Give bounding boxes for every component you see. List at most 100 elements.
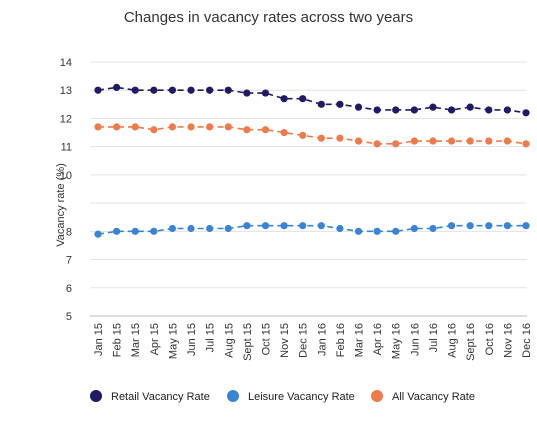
- y-tick-label: 14: [60, 57, 72, 69]
- x-tick-label: May 15: [167, 323, 179, 359]
- data-point: [317, 100, 325, 108]
- data-point: [317, 222, 325, 230]
- data-point: [299, 222, 307, 230]
- x-tick-label: Jun 15: [186, 323, 198, 356]
- chart-title: Changes in vacancy rates across two year…: [123, 9, 414, 26]
- data-point: [317, 134, 325, 142]
- y-tick-label: 7: [66, 255, 72, 267]
- data-point: [113, 123, 121, 131]
- legend-label: All Vacancy Rate: [392, 391, 475, 403]
- legend-item: All Vacancy Rate: [371, 390, 475, 403]
- data-point: [168, 86, 177, 94]
- data-point: [447, 137, 456, 145]
- data-point: [373, 106, 381, 114]
- data-point: [410, 224, 418, 233]
- series-layer: [94, 83, 530, 238]
- x-tick-label: Nov 15: [279, 323, 291, 358]
- data-point: [94, 86, 102, 94]
- x-tick-label: Jan 15: [93, 323, 105, 356]
- data-point: [299, 131, 307, 139]
- y-tick-label: 13: [60, 85, 72, 97]
- y-tick-label: 8: [66, 226, 72, 238]
- data-point: [150, 126, 158, 134]
- legend-marker: [227, 390, 239, 402]
- x-tick-label: Jan 16: [316, 323, 328, 356]
- x-tick-label: Feb 15: [112, 323, 124, 357]
- x-tick-label: Oct 15: [260, 323, 272, 355]
- data-point: [466, 137, 474, 145]
- data-point: [168, 123, 177, 131]
- data-point: [522, 140, 530, 148]
- y-tick-label: 5: [66, 311, 72, 323]
- y-axis-title: Vacancy rate (%): [55, 163, 67, 247]
- data-point: [113, 227, 121, 235]
- data-point: [168, 224, 177, 233]
- data-point: [503, 137, 511, 145]
- data-point: [243, 222, 251, 230]
- data-point: [150, 86, 158, 94]
- x-tick-label: Feb 16: [335, 323, 347, 357]
- x-axis-ticks: Jan 15 Feb 15 Mar 15 Apr 15 May 15 Jun 15 Jul …: [93, 323, 533, 361]
- data-point: [354, 137, 363, 145]
- y-tick-label: 6: [66, 283, 72, 295]
- data-point: [354, 227, 363, 235]
- data-point: [410, 106, 418, 114]
- data-point: [336, 134, 344, 142]
- data-point: [187, 224, 195, 233]
- legend-label: Retail Vacancy Rate: [111, 391, 210, 403]
- y-tick-label: 11: [61, 142, 72, 154]
- data-point: [206, 123, 214, 131]
- x-tick-label: Aug 15: [223, 323, 235, 358]
- data-point: [503, 222, 511, 230]
- data-point: [280, 128, 288, 137]
- series-all-vacancy-rate: [94, 123, 530, 148]
- data-point: [113, 83, 121, 91]
- data-point: [429, 224, 437, 233]
- x-tick-label: May 16: [391, 323, 403, 359]
- legend-marker: [371, 390, 383, 402]
- data-point: [373, 140, 381, 148]
- series-line: [97, 86, 527, 114]
- data-point: [261, 89, 270, 97]
- data-point: [206, 224, 214, 233]
- data-point: [299, 95, 307, 103]
- data-point: [447, 106, 456, 114]
- data-point: [354, 103, 363, 111]
- series-leisure-vacancy-rate: [94, 222, 530, 238]
- data-point: [392, 140, 400, 148]
- data-point: [466, 222, 474, 230]
- data-point: [187, 86, 195, 94]
- legend-label: Leisure Vacancy Rate: [248, 391, 355, 403]
- data-point: [410, 137, 418, 145]
- data-point: [224, 224, 232, 233]
- x-tick-label: Dec 15: [298, 323, 310, 358]
- x-tick-label: Jul 15: [205, 323, 217, 352]
- x-tick-label: Jul 16: [428, 323, 440, 352]
- x-tick-label: Sept 15: [242, 323, 254, 361]
- data-point: [131, 86, 139, 94]
- data-point: [447, 222, 456, 230]
- x-tick-label: Oct 16: [484, 323, 496, 355]
- data-point: [94, 230, 102, 238]
- data-point: [429, 137, 437, 145]
- data-point: [243, 126, 251, 134]
- x-tick-label: Dec 16: [521, 323, 533, 358]
- y-axis-ticks: 5 6 7 8 10 11 12 13 14: [60, 57, 72, 323]
- x-tick-label: Mar 16: [354, 323, 366, 357]
- legend-item: Retail Vacancy Rate: [90, 390, 210, 403]
- data-point: [392, 227, 400, 235]
- x-tick-label: Apr 16: [372, 323, 384, 355]
- data-point: [94, 123, 102, 131]
- data-point: [224, 86, 232, 94]
- data-point: [131, 123, 139, 131]
- legend-item: Leisure Vacancy Rate: [227, 390, 355, 403]
- data-point: [522, 222, 530, 230]
- data-point: [522, 109, 530, 117]
- legend: Retail Vacancy Rate Leisure Vacancy Rate A…: [90, 390, 475, 403]
- series-line: [97, 224, 526, 235]
- x-tick-label: Mar 15: [130, 323, 142, 357]
- data-point: [485, 222, 493, 230]
- data-point: [206, 86, 214, 94]
- data-point: [336, 224, 344, 233]
